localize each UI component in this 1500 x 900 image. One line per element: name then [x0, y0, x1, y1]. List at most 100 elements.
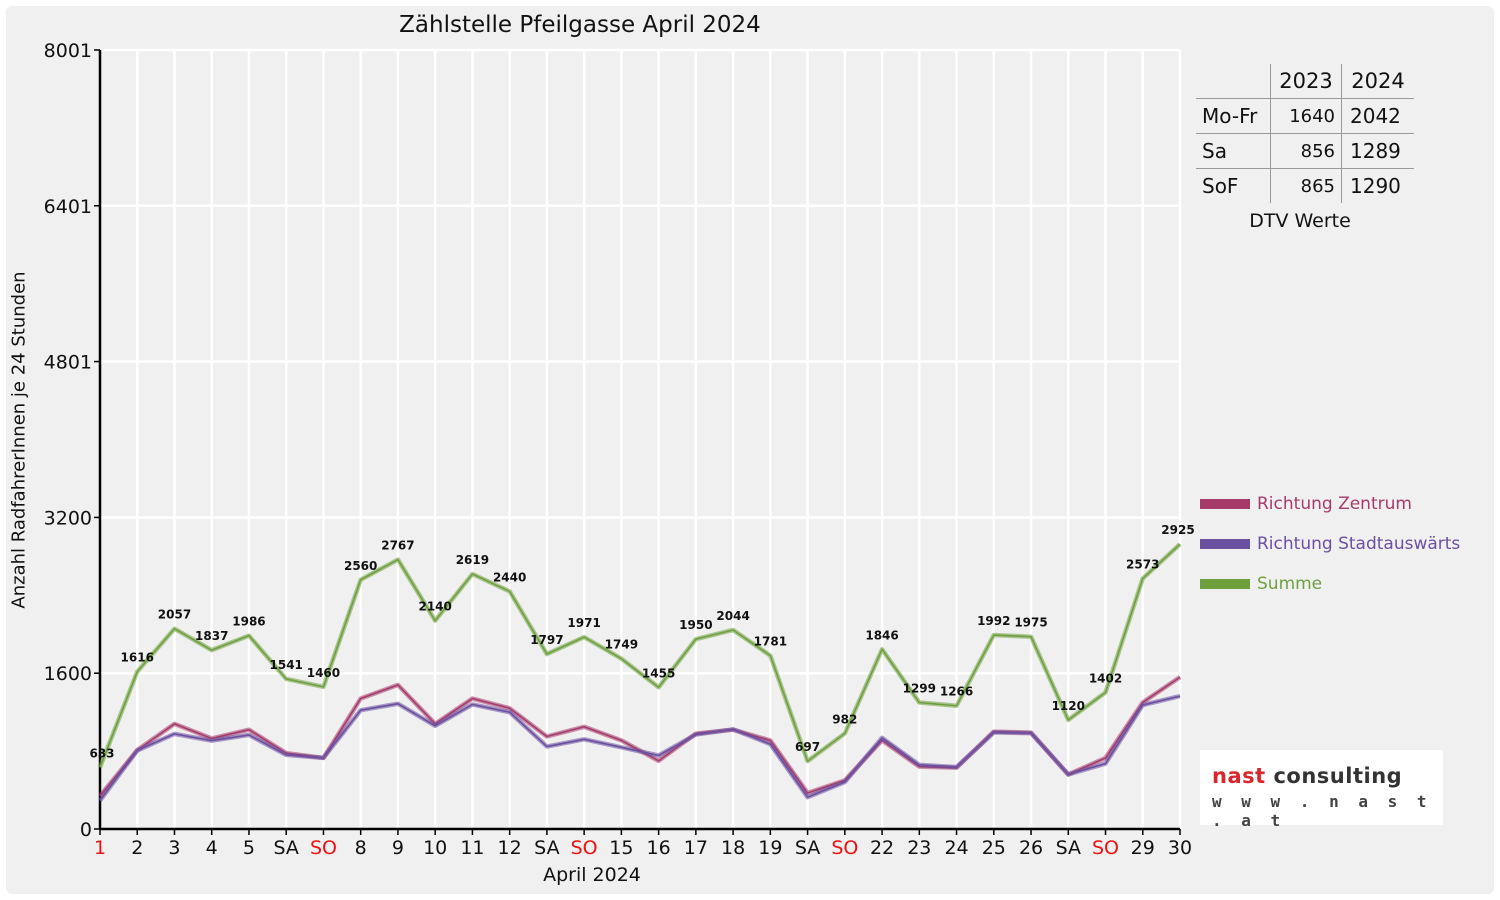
- x-tick-label: 12: [498, 837, 522, 859]
- chart-title: Zählstelle Pfeilgasse April 2024: [399, 12, 761, 38]
- x-tick-label: 15: [609, 837, 633, 859]
- logo-word-nast: nast: [1212, 764, 1266, 788]
- data-label: 1975: [1014, 616, 1047, 630]
- data-label: 1541: [270, 658, 303, 672]
- dtv-row: Mo-Fr 1640 2042: [1196, 98, 1414, 134]
- legend-item-summe: Summe: [1200, 574, 1460, 614]
- x-tick-label: SA: [534, 837, 559, 859]
- data-label: 1986: [232, 615, 265, 629]
- dtv-row-label: Sa: [1202, 139, 1227, 163]
- data-label: 1299: [903, 682, 936, 696]
- x-tick-label: 26: [1019, 837, 1043, 859]
- x-tick-label: 8: [355, 837, 367, 859]
- data-label: 1950: [679, 618, 712, 632]
- data-label: 2619: [456, 553, 489, 567]
- dtv-row: Sa 856 1289: [1196, 133, 1414, 169]
- series-line-core-3: [99, 543, 1181, 768]
- x-tick-label: SO: [310, 837, 337, 859]
- data-label: 1781: [754, 635, 787, 649]
- x-tick-label: 19: [758, 837, 782, 859]
- legend-item-stadtauswaerts: Richtung Stadtauswärts: [1200, 534, 1460, 574]
- x-tick-label: 3: [168, 837, 180, 859]
- x-tick-label: SO: [831, 837, 858, 859]
- x-tick-label: 5: [243, 837, 255, 859]
- x-tick-label: SA: [1056, 837, 1081, 859]
- data-label: 982: [832, 712, 857, 726]
- x-tick-label: 11: [460, 837, 484, 859]
- data-label: 2140: [418, 600, 451, 614]
- chart-frame: [6, 6, 1494, 894]
- company-logo: nast consulting w w w . n a s t . a t: [1200, 750, 1443, 830]
- legend: Richtung Zentrum Richtung Stadtauswärts …: [1200, 494, 1460, 614]
- dtv-row-label: Mo-Fr: [1202, 104, 1258, 128]
- y-tick-label: 3200: [44, 507, 92, 529]
- data-label: 2440: [493, 570, 526, 584]
- x-tick-label: 10: [423, 837, 447, 859]
- dtv-header-empty: [1196, 64, 1271, 99]
- x-tick-label: 2: [131, 837, 143, 859]
- data-label: 1460: [307, 666, 340, 680]
- x-axis-label: April 2024: [543, 864, 641, 886]
- legend-label-zentrum: Richtung Zentrum: [1257, 494, 1412, 514]
- x-tick-label: 24: [944, 837, 968, 859]
- dtv-header-2024: 2024: [1341, 64, 1414, 99]
- dtv-value-2023: 1640: [1270, 98, 1342, 134]
- legend-swatch-stadtauswaerts: [1200, 539, 1250, 549]
- data-label: 2057: [158, 608, 191, 622]
- logo-wordmark: nast consulting: [1212, 764, 1402, 788]
- data-label: 1749: [605, 638, 638, 652]
- data-label: 1797: [530, 633, 563, 647]
- data-label: 1455: [642, 666, 675, 680]
- y-axis-label: Anzahl RadfahrerInnen je 24 Stunden: [8, 271, 30, 609]
- dtv-row: SoF 865 1290: [1196, 168, 1414, 203]
- data-label: 2573: [1126, 557, 1159, 571]
- x-tick-label: 29: [1131, 837, 1155, 859]
- x-tick-label: 22: [870, 837, 894, 859]
- data-label: 1266: [940, 685, 973, 699]
- series-line-1: [98, 675, 1182, 798]
- x-tick-label: 18: [721, 837, 745, 859]
- x-tick-label: 17: [684, 837, 708, 859]
- x-tick-label: 30: [1168, 837, 1192, 859]
- legend-label-stadtauswaerts: Richtung Stadtauswärts: [1257, 534, 1461, 554]
- x-tick-label: SA: [273, 837, 298, 859]
- x-tick-label: SO: [571, 837, 598, 859]
- x-tick-label: SO: [1092, 837, 1119, 859]
- data-label: 633: [89, 746, 114, 760]
- series-line-core-2: [99, 695, 1181, 801]
- data-label: 1402: [1089, 671, 1122, 685]
- data-label: 1971: [567, 616, 600, 630]
- data-label: 2925: [1161, 523, 1194, 537]
- legend-label-summe: Summe: [1257, 574, 1323, 594]
- legend-item-zentrum: Richtung Zentrum: [1200, 494, 1460, 534]
- dtv-value-2024: 1290: [1341, 168, 1414, 203]
- data-label: 2044: [716, 609, 749, 623]
- x-tick-label: 9: [392, 837, 404, 859]
- x-tick-label: 25: [982, 837, 1006, 859]
- dtv-table: 2023 2024 Mo-Fr 1640 2042 Sa 856 1289 So…: [1196, 64, 1414, 203]
- dtv-value-2023: 865: [1270, 168, 1342, 203]
- y-tick-label: 6401: [44, 196, 92, 218]
- x-tick-label: 1: [94, 837, 106, 859]
- x-tick-label: SA: [795, 837, 820, 859]
- data-label: 1837: [195, 629, 228, 643]
- y-tick-label: 8001: [44, 40, 92, 62]
- x-tick-label: 16: [647, 837, 671, 859]
- dtv-caption: DTV Werte: [1249, 210, 1351, 232]
- legend-swatch-summe: [1200, 579, 1250, 589]
- data-label: 2560: [344, 559, 377, 573]
- data-label: 697: [795, 740, 820, 754]
- dtv-header-2023: 2023: [1270, 64, 1342, 99]
- data-label: 1846: [865, 628, 898, 642]
- dtv-value-2023: 856: [1270, 133, 1342, 169]
- logo-word-consulting: consulting: [1273, 764, 1403, 788]
- dtv-value-2024: 1289: [1341, 133, 1414, 169]
- logo-url: w w w . n a s t . a t: [1212, 792, 1432, 830]
- x-tick-label: 23: [907, 837, 931, 859]
- y-tick-label: 4801: [44, 352, 92, 374]
- data-label: 2767: [381, 539, 414, 553]
- dtv-value-2024: 2042: [1341, 98, 1414, 134]
- legend-swatch-zentrum: [1200, 499, 1250, 509]
- data-label: 1120: [1052, 699, 1085, 713]
